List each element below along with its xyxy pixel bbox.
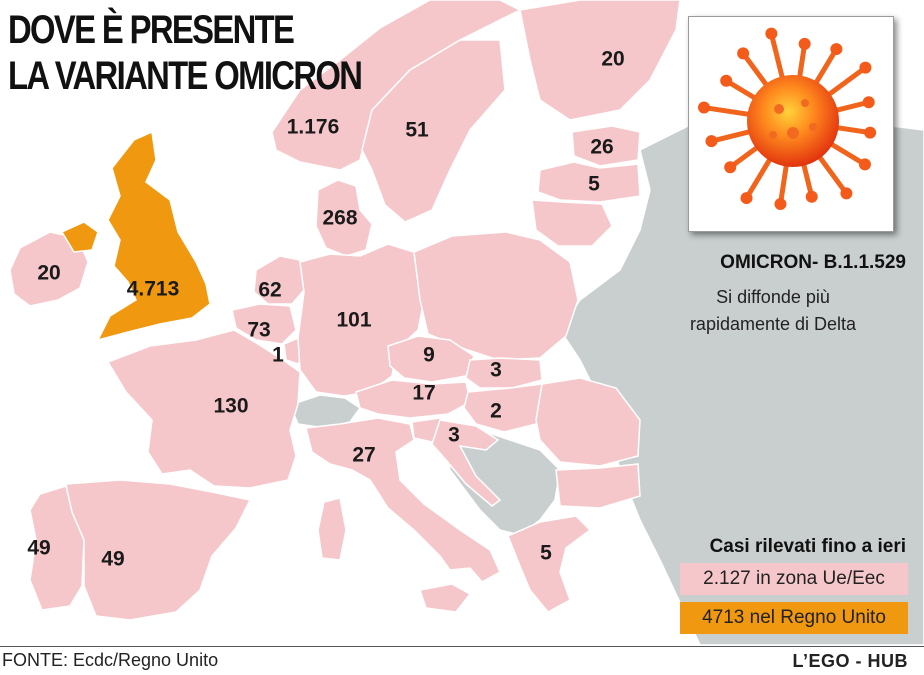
country-united-kingdom: [96, 130, 211, 342]
case-count-czechia: 9: [423, 343, 435, 367]
virus-spike-tip: [740, 192, 753, 205]
country-austria: [355, 379, 471, 419]
case-count-finland: 20: [601, 47, 625, 71]
case-count-latvia: 5: [588, 172, 600, 196]
country-estonia: [571, 125, 641, 167]
virus-spike-tip: [862, 96, 875, 109]
legend-uk-cases: 4713 nel Regno Unito: [680, 602, 908, 634]
virus-spike: [701, 105, 752, 117]
country-romania: [535, 377, 641, 467]
legend-title: Casi rilevati fino a ieri: [709, 536, 906, 557]
case-count-germany: 101: [336, 308, 372, 332]
virus-spike: [816, 153, 849, 196]
case-count-italy: 27: [352, 443, 376, 467]
virus-spike: [828, 141, 868, 167]
country-sweden: [361, 39, 506, 223]
region-switzerland: [288, 394, 362, 429]
variant-name: OMICRON- B.1.1.529: [720, 252, 906, 273]
virus-spike-tip: [864, 126, 877, 139]
virus-spike: [777, 162, 789, 207]
virus-spike-tip: [858, 158, 871, 171]
country-northern-ireland: [60, 221, 99, 253]
country-italy: [305, 417, 501, 583]
case-count-france: 130: [213, 394, 249, 418]
country-italy-sicily: [419, 583, 472, 613]
virus-spike-tip: [724, 161, 737, 174]
variant-description-line-1: Si diffonde più: [716, 287, 830, 307]
country-croatia: [431, 419, 502, 507]
virus-spike-tip: [830, 43, 843, 56]
case-count-luxembourg: 1: [272, 343, 284, 367]
map-title-line-2: LA VARIANTE OMICRON: [8, 54, 363, 98]
legend-eu-eea-cases: 2.127 in zona Ue/Eec: [680, 563, 908, 595]
case-count-denmark: 268: [322, 206, 358, 230]
map-title-line-1: DOVE È PRESENTE: [8, 8, 295, 52]
case-count-croatia: 3: [448, 423, 460, 447]
virus-spike-tip: [737, 47, 750, 60]
country-latvia: [537, 161, 641, 203]
case-count-norway: 1.176: [286, 115, 340, 139]
virus-spike-tip: [840, 187, 853, 200]
country-slovakia: [465, 357, 543, 389]
virus-spike: [708, 129, 753, 144]
virus-spike-tip: [705, 135, 718, 148]
case-count-greece: 5: [540, 541, 552, 565]
case-count-spain: 49: [101, 547, 125, 571]
country-hungary: [463, 383, 557, 433]
virus-spike-tip: [805, 190, 818, 203]
country-netherlands: [253, 255, 305, 305]
region-balkans: [444, 429, 561, 536]
virus-spike-tip: [698, 101, 711, 114]
country-poland: [413, 231, 579, 361]
case-count-united-kingdom: 4.713: [126, 277, 180, 301]
variant-description-line-2: rapidamente di Delta: [689, 314, 857, 334]
country-greece: [507, 515, 592, 613]
virus-spike-tip: [774, 198, 787, 211]
country-portugal: [29, 485, 85, 611]
virus-spike: [813, 46, 839, 86]
virus-spike: [740, 50, 770, 89]
virus-spike-tip: [765, 27, 778, 40]
case-count-estonia: 26: [590, 135, 614, 159]
country-finland: [519, 0, 681, 121]
virus-spike: [825, 65, 868, 98]
virus-spike-tip: [720, 74, 733, 87]
case-count-netherlands: 62: [258, 278, 282, 302]
virus-spike: [744, 156, 773, 201]
credit-logo: L’EGO - HUB: [792, 651, 908, 671]
case-count-ireland: 20: [37, 261, 61, 285]
country-belgium: [231, 303, 297, 345]
case-count-hungary: 2: [490, 399, 502, 423]
country-france: [106, 329, 301, 489]
virus-spike: [768, 31, 785, 81]
virus-image-frame: [688, 16, 894, 232]
source-note: FONTE: Ecdc/Regno Unito: [2, 650, 219, 670]
country-italy-sardinia: [317, 497, 347, 561]
virus-spike-tip: [798, 37, 811, 50]
case-count-portugal: 49: [27, 536, 51, 560]
case-count-sweden: 51: [405, 118, 429, 142]
case-count-austria: 17: [412, 381, 436, 405]
footer-divider: [0, 646, 924, 647]
country-denmark: [315, 179, 373, 257]
case-count-belgium: 73: [247, 318, 271, 342]
country-lithuania: [531, 199, 613, 247]
virus-spike-tip: [859, 61, 872, 74]
case-count-slovakia: 3: [490, 358, 502, 382]
coronavirus-icon: [698, 27, 877, 211]
country-bulgaria: [555, 463, 641, 509]
